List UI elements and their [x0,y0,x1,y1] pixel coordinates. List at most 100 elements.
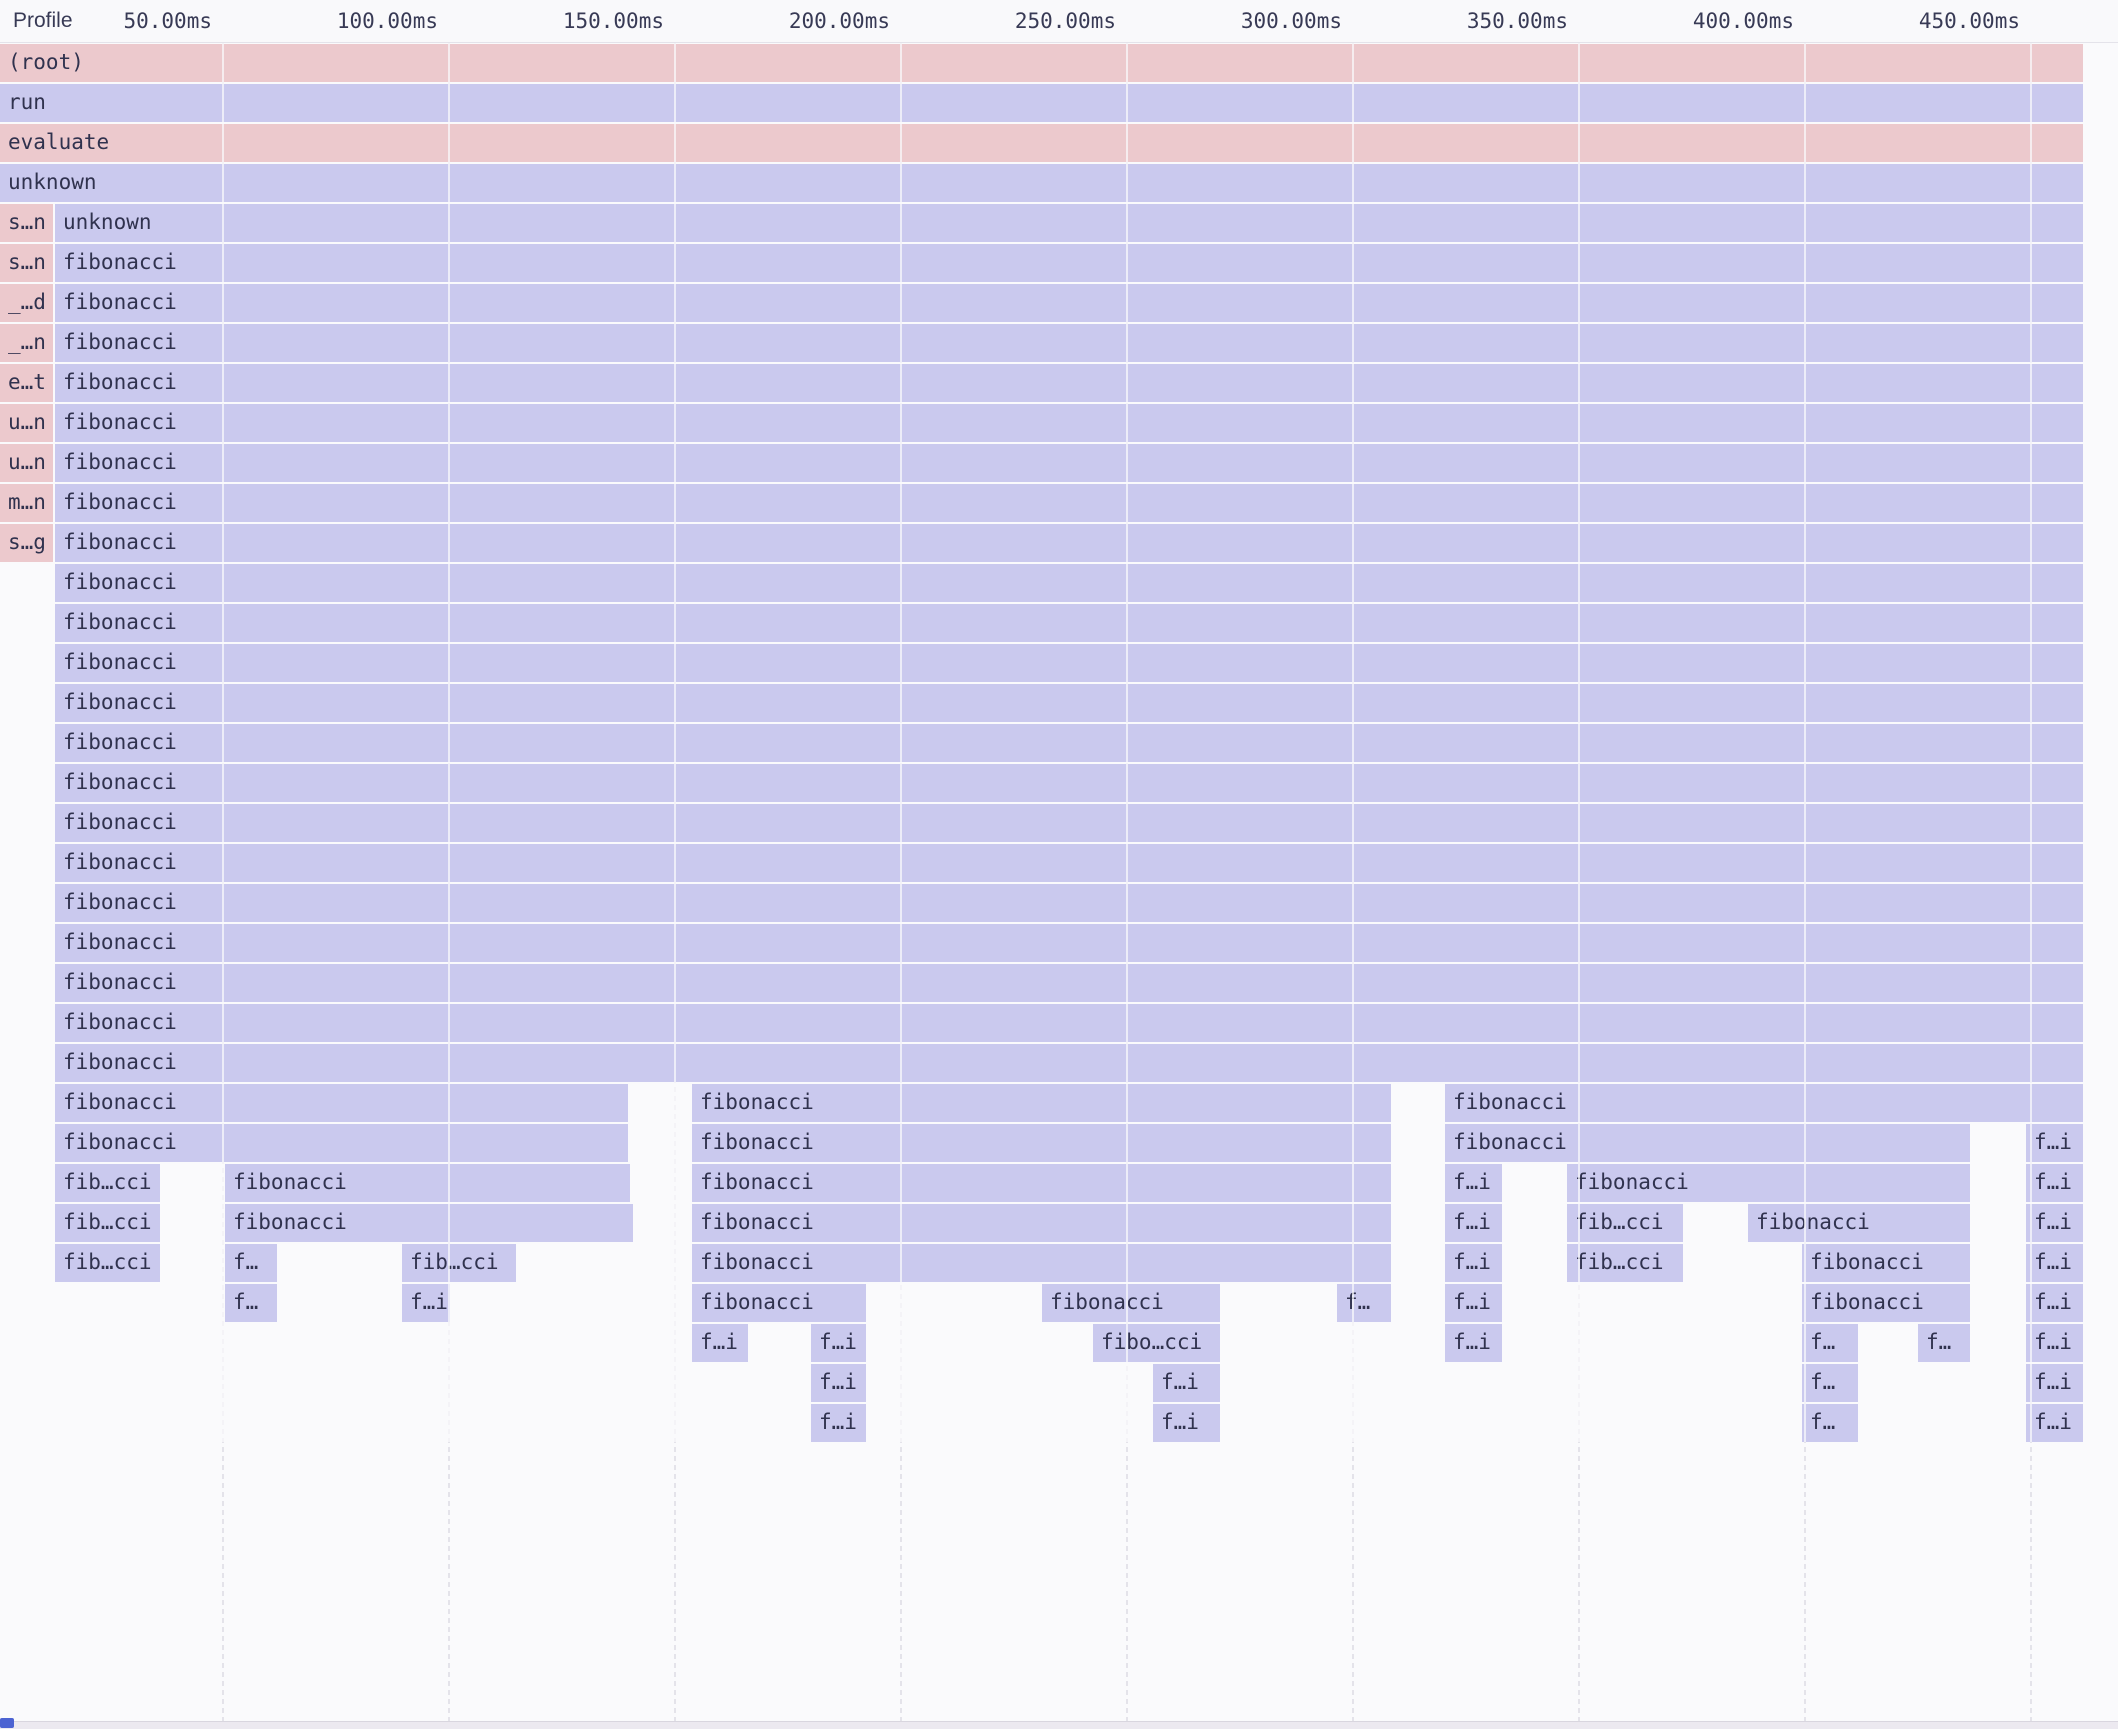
frame-block[interactable]: f…i [811,1364,866,1402]
frame-row: fibonacci fibonacci fibonacci f…i [0,1124,2118,1162]
frame-block[interactable]: fibonacci [55,924,2083,962]
frame-block[interactable]: f…i [1445,1324,1502,1362]
frame-block[interactable]: f…i [1153,1404,1220,1442]
frame-block[interactable]: fibonacci [692,1204,1391,1242]
frame-block[interactable]: _…d [0,284,53,322]
frame-block[interactable]: fibonacci [1567,1164,1970,1202]
frame-block[interactable]: f…i [2026,1124,2083,1162]
flame-chart[interactable]: (root) run evaluate unknown s…n unknown s…n fib… [0,43,2118,1721]
frame-block[interactable]: fibonacci [55,364,2083,402]
frame-block[interactable]: fibonacci [692,1164,1391,1202]
frame-block[interactable]: s…n [0,244,53,282]
frame-block[interactable]: u…n [0,404,53,442]
frame-block[interactable]: unknown [0,164,2083,202]
frame-block[interactable]: fibonacci [55,484,2083,522]
frame-block[interactable]: fibonacci [1445,1124,1970,1162]
frame-block[interactable]: f…i [1445,1204,1502,1242]
frame-row: _…n fibonacci [0,324,2118,362]
frame-block[interactable]: f… [225,1244,277,1282]
frame-block[interactable]: fibo…cci [1093,1324,1220,1362]
frame-block[interactable]: u…n [0,444,53,482]
frame-block[interactable]: fibonacci [55,1044,2083,1082]
frame-block[interactable]: f… [225,1284,277,1322]
frame-block[interactable]: f…i [402,1284,450,1322]
frame-block[interactable]: f…i [2026,1324,2083,1362]
frame-block[interactable]: f… [1337,1284,1391,1322]
frame-block[interactable]: fibonacci [692,1084,1391,1122]
frame-row: f…i f…i f… f…i [0,1404,2118,1442]
frame-block[interactable]: e…t [0,364,53,402]
frame-block[interactable]: fibonacci [1802,1284,1970,1322]
time-tick-label: 450.00ms [1918,9,2020,33]
frame-block[interactable]: fibonacci [55,804,2083,842]
frame-block[interactable]: fib…cci [1567,1244,1683,1282]
frame-block[interactable]: s…g [0,524,53,562]
horizontal-scrollbar-track[interactable] [0,1721,2118,1729]
frame-block[interactable]: f… [1802,1364,1858,1402]
frame-block[interactable]: (root) [0,44,2083,82]
frame-block[interactable]: run [0,84,2083,122]
time-gridline-overlay [900,43,902,1442]
horizontal-scrollbar-thumb[interactable] [0,1718,14,1728]
frame-block[interactable]: fibonacci [55,964,2083,1002]
frame-block[interactable]: fibonacci [55,564,2083,602]
frame-block[interactable]: fibonacci [55,844,2083,882]
frame-block[interactable]: f… [1802,1324,1858,1362]
frame-row: (root) [0,44,2118,82]
frame-block[interactable]: fibonacci [1802,1244,1970,1282]
frame-block[interactable]: fib…cci [55,1164,160,1202]
frame-block[interactable]: f…i [2026,1244,2083,1282]
frame-block[interactable]: unknown [55,204,2083,242]
frame-block[interactable]: f…i [2026,1364,2083,1402]
profile-tab-label[interactable]: Profile [13,9,73,32]
frame-block[interactable]: f…i [2026,1164,2083,1202]
frame-block[interactable]: fibonacci [55,1004,2083,1042]
frame-block[interactable]: fibonacci [55,884,2083,922]
frame-block[interactable]: f…i [1445,1164,1502,1202]
frame-block[interactable]: fibonacci [55,684,2083,722]
frame-block[interactable]: f…i [811,1324,866,1362]
frame-block[interactable]: fibonacci [55,644,2083,682]
frame-block[interactable]: fibonacci [1042,1284,1220,1322]
frame-block[interactable]: f…i [2026,1204,2083,1242]
frame-block[interactable]: fibonacci [55,284,2083,322]
frame-block[interactable]: fibonacci [55,404,2083,442]
frame-block[interactable]: fibonacci [55,444,2083,482]
frame-block[interactable]: fibonacci [55,1124,628,1162]
frame-block[interactable]: fibonacci [1748,1204,1970,1242]
frame-block[interactable]: fibonacci [55,764,2083,802]
frame-block[interactable]: fib…cci [55,1204,160,1242]
frame-block[interactable]: f… [1802,1404,1858,1442]
frame-block[interactable]: f…i [811,1404,866,1442]
frame-block[interactable]: _…n [0,324,53,362]
frame-block[interactable]: fibonacci [225,1204,633,1242]
frame-block[interactable]: fibonacci [55,524,2083,562]
frame-block[interactable]: s…n [0,204,53,242]
frame-block[interactable]: fibonacci [1445,1084,2083,1122]
frame-block[interactable]: evaluate [0,124,2083,162]
frame-block[interactable]: fibonacci [692,1124,1391,1162]
frame-row: fibonacci [0,804,2118,842]
frame-block[interactable]: f…i [2026,1284,2083,1322]
frame-block[interactable]: fibonacci [55,604,2083,642]
frame-block[interactable]: fibonacci [55,324,2083,362]
frame-block[interactable]: fibonacci [692,1244,1391,1282]
frame-block[interactable]: fibonacci [55,244,2083,282]
frame-block[interactable]: f…i [1445,1284,1502,1322]
frame-block[interactable]: fibonacci [55,724,2083,762]
frame-block[interactable]: fib…cci [55,1244,160,1282]
frame-row: s…n unknown [0,204,2118,242]
time-tick-label: 350.00ms [1466,9,1568,33]
frame-block[interactable]: f…i [692,1324,748,1362]
frame-block[interactable]: f…i [1445,1244,1502,1282]
frame-block[interactable]: f… [1918,1324,1970,1362]
frame-block[interactable]: m…n [0,484,53,522]
time-gridline-overlay [1126,43,1128,1442]
frame-block[interactable]: fibonacci [692,1284,866,1322]
frame-block[interactable]: fib…cci [402,1244,516,1282]
frame-block[interactable]: f…i [2026,1404,2083,1442]
frame-block[interactable]: fibonacci [55,1084,628,1122]
frame-block[interactable]: fibonacci [225,1164,630,1202]
frame-block[interactable]: f…i [1153,1364,1220,1402]
frame-block[interactable]: fib…cci [1567,1204,1683,1242]
